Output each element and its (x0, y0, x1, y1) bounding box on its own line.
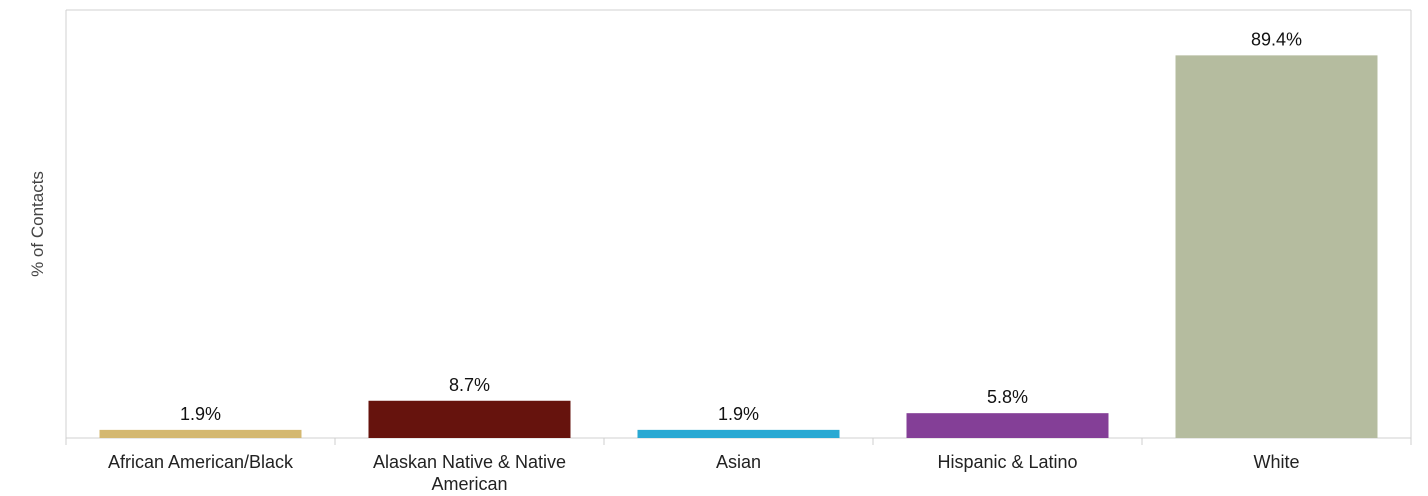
value-labels-layer: 1.9% 8.7% 1.9% 5.8% 89.4% (180, 29, 1302, 424)
bar-value-label: 89.4% (1251, 29, 1302, 49)
x-axis-ticks (65, 438, 1412, 445)
bar[interactable] (368, 400, 571, 438)
x-axis-category-label: Asian (716, 452, 761, 472)
bar[interactable] (906, 413, 1109, 438)
bar[interactable] (1175, 55, 1378, 438)
x-axis-category-label: White (1253, 452, 1299, 472)
bar-value-label: 8.7% (449, 375, 490, 395)
x-axis-category-label: Alaskan Native & Native (373, 452, 566, 472)
bar-value-label: 5.8% (987, 387, 1028, 407)
bar-value-label: 1.9% (718, 404, 759, 424)
bar-value-label: 1.9% (180, 404, 221, 424)
y-axis-label: % of Contacts (28, 171, 47, 277)
x-axis-category-labels: African American/Black Alaskan Native & N… (108, 452, 1300, 494)
x-axis-category-label: African American/Black (108, 452, 294, 472)
bars-layer (99, 55, 1378, 438)
bar[interactable] (637, 429, 840, 438)
x-axis-category-label: American (431, 474, 507, 494)
x-axis-category-label: Hispanic & Latino (937, 452, 1077, 472)
bar[interactable] (99, 429, 302, 438)
